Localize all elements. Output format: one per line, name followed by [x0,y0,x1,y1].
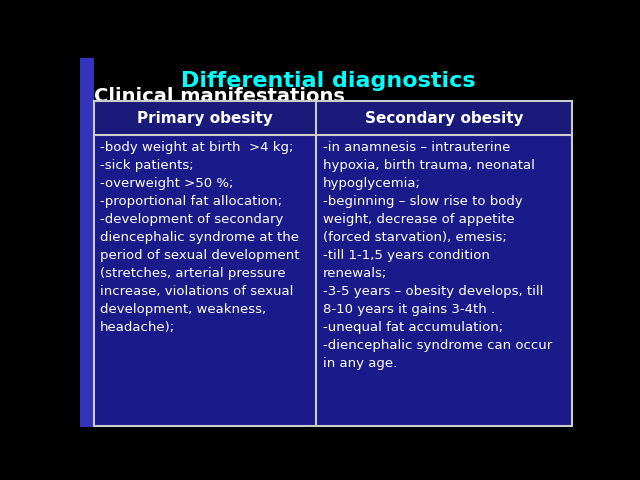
Text: Clinical manifestations: Clinical manifestations [94,87,345,106]
Text: -body weight at birth  >4 kg;
-sick patients;
-overweight >50 %;
-proportional f: -body weight at birth >4 kg; -sick patie… [100,141,300,334]
Text: Differential diagnostics: Differential diagnostics [180,72,476,92]
Text: -in anamnesis – intrauterine
hypoxia, birth trauma, neonatal
hypoglycemia;
-begi: -in anamnesis – intrauterine hypoxia, bi… [323,141,552,370]
Text: Secondary obesity: Secondary obesity [365,110,524,126]
Bar [316,101,572,134]
Text: Primary obesity: Primary obesity [137,110,273,126]
Bar [80,58,94,427]
Bar [94,101,316,134]
